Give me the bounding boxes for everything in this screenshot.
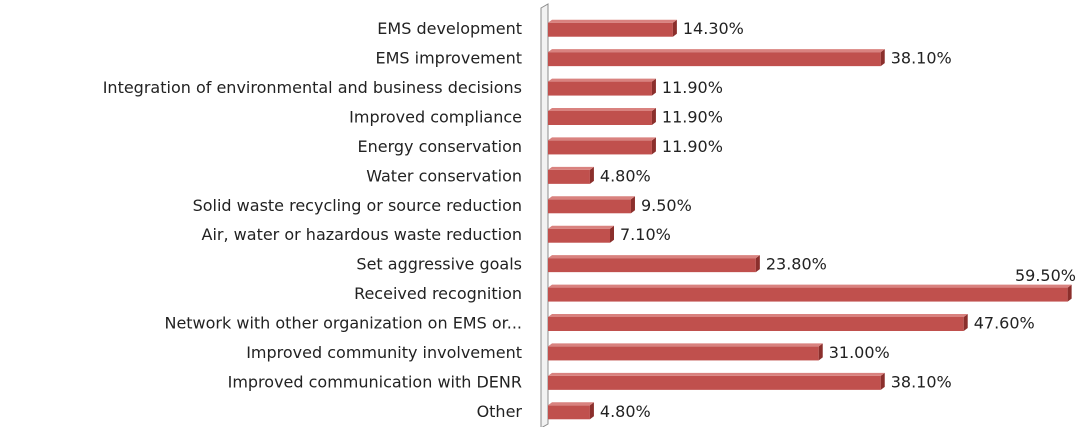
bar-top <box>548 108 656 111</box>
bar-group <box>548 343 823 361</box>
data-label: 31.00% <box>829 343 890 362</box>
bar <box>548 287 1068 302</box>
bar-top <box>548 196 635 200</box>
bar-top <box>548 343 823 347</box>
bar <box>548 52 881 67</box>
bar-group <box>548 49 885 67</box>
bar-side <box>672 19 677 37</box>
bar-side <box>610 225 615 243</box>
y-tick-label: Network with other organization on EMS o… <box>164 314 522 333</box>
data-label: 9.50% <box>641 196 692 215</box>
bar-group <box>548 284 1072 302</box>
y-tick-label: Integration of environmental and busines… <box>103 78 522 97</box>
y-tick-label: Improved compliance <box>349 108 522 127</box>
data-label: 4.80% <box>600 402 651 421</box>
data-label: 38.10% <box>891 49 952 68</box>
y-tick-label: Received recognition <box>354 284 522 303</box>
bar-side <box>651 137 656 155</box>
y-tick-label: Other <box>477 402 523 421</box>
y-tick-label: EMS improvement <box>375 49 522 68</box>
data-label: 11.90% <box>662 108 723 127</box>
bar <box>548 111 652 125</box>
bar-side <box>880 49 885 67</box>
axis-wall <box>540 3 549 427</box>
bar-group <box>548 314 968 331</box>
bar <box>548 22 673 37</box>
data-label: 11.90% <box>662 78 723 97</box>
bar-top <box>548 166 594 170</box>
bar-group <box>548 108 656 125</box>
y-tick-label: EMS development <box>377 19 522 38</box>
bar-side <box>1067 284 1072 302</box>
bar-top <box>548 49 885 53</box>
bar-top <box>548 372 885 376</box>
bar-side <box>880 372 885 390</box>
bar <box>548 228 611 243</box>
data-label: 59.50% <box>1015 266 1076 285</box>
bar-side <box>630 196 635 214</box>
bar-group <box>548 19 677 37</box>
y-tick-label: Water conservation <box>366 166 522 185</box>
bar-side <box>818 343 823 361</box>
bar <box>548 405 590 420</box>
bar-side <box>963 314 968 331</box>
data-label: 47.60% <box>974 314 1035 333</box>
bar-group <box>548 137 656 155</box>
bar <box>548 81 652 96</box>
bar-side <box>589 166 594 184</box>
bar-top <box>548 284 1072 288</box>
data-label: 11.90% <box>662 137 723 156</box>
bar <box>548 258 756 273</box>
bar-side <box>651 108 656 125</box>
bar <box>548 317 964 331</box>
y-tick-label: Solid waste recycling or source reductio… <box>193 196 522 215</box>
bar-group <box>548 402 594 420</box>
y-tick-label: Set aggressive goals <box>356 255 522 274</box>
bar-top <box>548 402 594 406</box>
bar <box>548 169 590 184</box>
bar-side <box>589 402 594 420</box>
bar-top <box>548 255 760 259</box>
data-label: 4.80% <box>600 166 651 185</box>
data-label: 7.10% <box>620 225 671 244</box>
y-tick-label: Air, water or hazardous waste reduction <box>202 225 522 244</box>
data-label: 38.10% <box>891 372 952 391</box>
y-tick-label: Energy conservation <box>357 137 522 156</box>
bar <box>548 375 881 390</box>
bar-top <box>548 19 677 23</box>
bar-group <box>548 255 760 273</box>
bar-top <box>548 225 615 229</box>
bar-group <box>548 372 885 390</box>
bar <box>548 140 652 155</box>
bar-side <box>651 78 656 96</box>
data-label: 14.30% <box>683 19 744 38</box>
bar-group <box>548 166 594 184</box>
bar <box>548 199 631 214</box>
bar <box>548 346 819 361</box>
y-tick-label: Improved communication with DENR <box>228 372 522 391</box>
data-label: 23.80% <box>766 255 827 274</box>
y-tick-label: Improved community involvement <box>246 343 522 362</box>
bar-group <box>548 196 635 214</box>
bar-top <box>548 78 656 82</box>
bar-side <box>755 255 760 273</box>
bar-group <box>548 225 615 243</box>
bar-top <box>548 314 968 317</box>
bar-top <box>548 137 656 141</box>
bar-group <box>548 78 656 96</box>
